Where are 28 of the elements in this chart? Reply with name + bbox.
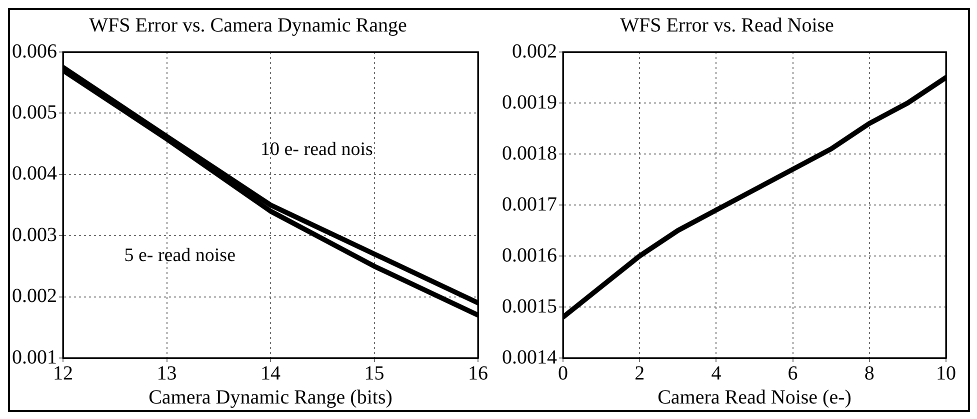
y-tick-label: 0.003	[12, 224, 57, 246]
text: 5 e- read noise	[124, 245, 236, 266]
x-tick-label: 8	[864, 362, 874, 384]
x-tick-label: 4	[711, 362, 722, 384]
x-tick-label: 14	[260, 362, 280, 384]
y-tick-label: 0.005	[12, 101, 57, 124]
x-axis-title: Camera Dynamic Range (bits)	[148, 386, 392, 408]
x-tick-label: 13	[156, 362, 177, 384]
y-tick-label: 0.0015	[502, 295, 557, 318]
y-tick-label: 0.004	[12, 162, 57, 185]
y-tick-label: 0.002	[512, 40, 557, 62]
x-tick-label: 0	[558, 362, 568, 384]
y-tick-label: 0.002	[12, 285, 57, 308]
y-tick-label: 0.0017	[502, 193, 557, 216]
chart-title: WFS Error vs. Read Noise	[620, 14, 834, 36]
x-tick-label: 16	[468, 362, 488, 384]
y-tick-label: 0.006	[12, 40, 57, 62]
chart-title: WFS Error vs. Camera Dynamic Range	[89, 14, 407, 36]
x-tick-label: 2	[634, 362, 645, 384]
y-tick-label: 0.0019	[502, 91, 557, 114]
x-tick-label: 15	[364, 362, 384, 384]
series-label: 10 e- read nois	[260, 138, 373, 160]
y-tick-label: 0.0016	[502, 244, 557, 266]
x-tick-label: 6	[788, 362, 798, 384]
x-axis-title: Camera Read Noise (e-)	[658, 386, 852, 408]
y-tick-label: 0.0018	[502, 142, 557, 164]
y-tick-label: 0.0014	[502, 346, 557, 368]
x-tick-label: 10	[936, 362, 956, 384]
